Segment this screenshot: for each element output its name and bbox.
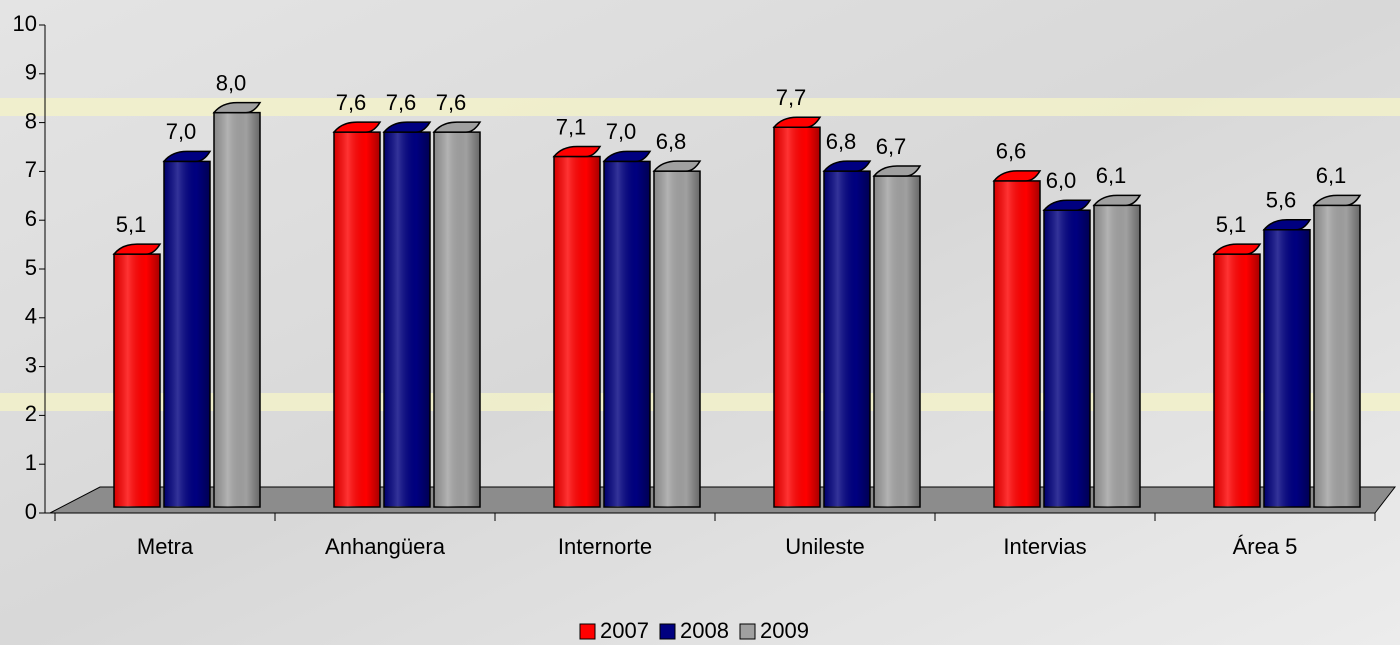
value-label: 7,6 [336, 90, 367, 115]
bar-top [382, 121, 432, 133]
value-label: 6,7 [876, 134, 907, 159]
value-label: 7,1 [556, 114, 587, 139]
bar-top [1212, 243, 1262, 255]
legend-label: 2009 [760, 618, 809, 643]
bar-top [332, 121, 382, 133]
bar-top [552, 145, 602, 158]
bar-shade [874, 176, 920, 508]
bar-shade [384, 132, 430, 507]
bar-shade [214, 112, 260, 507]
bar-shade [114, 254, 160, 507]
value-label: 7,6 [386, 90, 417, 115]
value-label: 7,0 [606, 119, 637, 144]
y-tick-label: 7 [25, 157, 37, 182]
y-tick-label: 1 [25, 450, 37, 475]
bar-top [1262, 218, 1312, 231]
bar-shade [554, 156, 600, 507]
bar-shade [654, 171, 700, 507]
y-tick-label: 0 [25, 499, 37, 524]
bar-top [162, 150, 212, 163]
value-label: 5,1 [1216, 212, 1247, 237]
x-tick-label: Metra [137, 534, 194, 559]
bar-shade [1044, 210, 1090, 507]
bar-shade [824, 171, 870, 507]
value-label: 7,7 [776, 85, 807, 110]
y-tick-label: 5 [25, 255, 37, 280]
legend-swatch [739, 623, 756, 640]
bar-shade [164, 161, 210, 507]
bar-shade [334, 132, 380, 507]
value-label: 7,0 [166, 119, 197, 144]
value-label: 6,8 [656, 129, 687, 154]
y-tick-label: 2 [25, 401, 37, 426]
value-label: 5,6 [1266, 188, 1297, 213]
bar-top [1042, 199, 1092, 211]
legend-swatch [659, 623, 676, 640]
bar-shade [1214, 254, 1260, 507]
x-tick-label: Internorte [558, 534, 652, 559]
bar-shade [1314, 205, 1360, 507]
bar-top [602, 150, 652, 163]
y-tick-label: 4 [25, 304, 37, 329]
x-tick-label: Unileste [785, 534, 864, 559]
legend-label: 2008 [680, 618, 729, 643]
value-label: 7,6 [436, 90, 467, 115]
value-label: 6,1 [1316, 163, 1347, 188]
x-tick-label: Anhangüera [325, 534, 446, 559]
legend-label: 2007 [600, 618, 649, 643]
background-band [0, 98, 1400, 116]
value-label: 5,1 [116, 212, 147, 237]
bar-top [432, 121, 482, 133]
bar-top [1092, 194, 1142, 207]
bar-top [652, 160, 702, 172]
y-tick-label: 8 [25, 108, 37, 133]
y-tick-label: 10 [13, 11, 37, 36]
x-tick-label: Área 5 [1233, 534, 1298, 559]
value-label: 6,8 [826, 129, 857, 154]
bar-top [772, 116, 822, 128]
bar-top [112, 243, 162, 255]
bar-shade [434, 132, 480, 507]
bar-top [992, 170, 1042, 182]
value-label: 6,1 [1096, 163, 1127, 188]
value-label: 6,0 [1046, 168, 1077, 193]
bar-shade [994, 180, 1040, 508]
legend-swatch [579, 623, 596, 640]
bar-top [872, 165, 922, 177]
bar-shade [604, 161, 650, 507]
y-tick-label: 6 [25, 206, 37, 231]
bar-top [212, 101, 262, 114]
y-tick-label: 9 [25, 60, 37, 85]
y-tick-label: 3 [25, 352, 37, 377]
x-tick-label: Intervias [1003, 534, 1086, 559]
bar-top [1312, 194, 1362, 207]
value-label: 8,0 [216, 70, 247, 95]
bar-shade [1094, 205, 1140, 507]
value-label: 6,6 [996, 139, 1027, 164]
bar-shade [774, 127, 820, 508]
bar-shade [1264, 229, 1310, 507]
bar-top [822, 160, 872, 172]
